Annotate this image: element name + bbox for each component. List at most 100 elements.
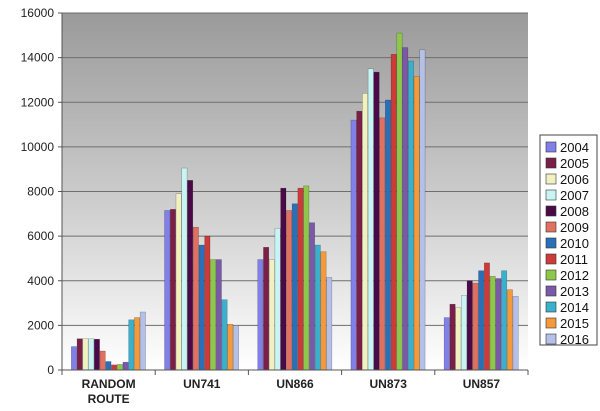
bar-2016-0 (139, 311, 146, 371)
legend-label: 2016 (560, 332, 589, 347)
y-tick-label: 8000 (27, 185, 54, 199)
legend-swatch (545, 157, 557, 169)
bar-2012-4 (489, 276, 496, 371)
bar-2008-0 (94, 338, 100, 371)
bar-2009-4 (472, 282, 479, 371)
bar-2015-2 (320, 251, 327, 371)
bar-2013-0 (122, 361, 129, 371)
legend-label: 2010 (560, 236, 589, 251)
bar-2013-3 (402, 47, 409, 371)
legend-swatch (545, 253, 557, 265)
x-category-label: ROUTE (88, 392, 130, 406)
bar-2010-4 (478, 270, 485, 371)
bar-2007-4 (461, 295, 467, 371)
legend-swatch (545, 221, 557, 233)
bar-2009-3 (379, 117, 386, 371)
legend-label: 2006 (560, 172, 589, 187)
legend-swatch (545, 173, 557, 185)
bar-2011-1 (204, 235, 211, 371)
legend-label: 2009 (560, 220, 589, 235)
bar-2014-4 (501, 270, 508, 371)
bar-2007-0 (88, 338, 95, 371)
bar-2011-3 (390, 54, 397, 371)
legend-swatch (545, 205, 557, 217)
bar-2011-2 (297, 187, 304, 371)
bar-2005-1 (170, 209, 176, 371)
legend-label: 2004 (560, 140, 589, 155)
bar-2005-0 (76, 338, 83, 371)
bar-2010-2 (291, 203, 298, 371)
bar-2013-1 (215, 259, 222, 371)
legend-label: 2005 (560, 156, 589, 171)
legend-swatch (545, 301, 557, 313)
bar-2015-4 (506, 289, 513, 371)
y-tick-label: 10000 (21, 140, 55, 154)
bar-2005-2 (263, 247, 270, 371)
y-tick-label: 16000 (21, 6, 55, 20)
y-tick-label: 14000 (21, 51, 55, 65)
bar-2012-3 (396, 32, 403, 371)
legend-swatch (545, 141, 557, 153)
legend-label: 2014 (560, 300, 589, 315)
legend-label: 2011 (560, 252, 588, 267)
bar-2015-1 (227, 324, 234, 371)
bar-2014-0 (128, 319, 135, 371)
bar-2007-3 (367, 68, 374, 371)
bar-2014-3 (408, 60, 414, 371)
bar-2016-3 (419, 49, 426, 371)
legend-label: 2015 (560, 316, 589, 331)
bar-2006-0 (82, 338, 89, 371)
legend-label: 2008 (560, 204, 589, 219)
legend-swatch (545, 269, 557, 281)
x-category-label: UN866 (276, 377, 314, 391)
bar-2013-2 (309, 222, 315, 371)
x-category-label: UN873 (370, 377, 408, 391)
bar-2008-3 (373, 71, 380, 371)
bar-2012-0 (116, 364, 123, 371)
legend-swatch (545, 285, 557, 297)
bar-2006-2 (268, 259, 275, 371)
bar-2006-1 (175, 193, 182, 371)
legend-label: 2012 (560, 268, 589, 283)
bar-2012-2 (303, 185, 310, 371)
bar-2004-0 (71, 346, 77, 371)
x-category-label: UN741 (183, 377, 221, 391)
bar-2014-1 (221, 299, 228, 371)
bar-2005-4 (449, 303, 456, 371)
bar-2016-4 (512, 296, 519, 371)
bar-2009-0 (99, 350, 106, 371)
y-tick-label: 4000 (27, 274, 54, 288)
bars (71, 32, 519, 371)
bar-2004-4 (443, 317, 450, 371)
bar-2011-4 (484, 262, 490, 371)
bar-2004-1 (164, 210, 171, 371)
y-tick-label: 2000 (27, 318, 54, 332)
x-category-label: RANDOM (82, 377, 136, 391)
x-category-label: UN857 (463, 377, 501, 391)
bar-2012-1 (210, 259, 216, 371)
bar-2004-2 (257, 259, 264, 371)
y-tick-label: 6000 (27, 229, 54, 243)
legend-label: 2013 (560, 284, 589, 299)
legend-swatch (545, 189, 557, 201)
legend-swatch (545, 317, 557, 329)
bar-2006-3 (362, 93, 368, 371)
bar-2008-4 (466, 280, 473, 371)
bar-2008-1 (187, 180, 194, 371)
bar-2015-3 (413, 76, 420, 371)
bar-2015-0 (134, 317, 141, 371)
bar-2013-4 (495, 278, 502, 371)
bar-2006-4 (455, 307, 462, 371)
bar-2011-0 (111, 364, 118, 371)
bar-2010-3 (385, 99, 391, 371)
legend: 2004200520062007200820092010201120122013… (539, 134, 598, 347)
bar-2004-3 (350, 119, 357, 371)
bar-2005-3 (356, 110, 363, 371)
y-axis: 0 2000 4000 6000 8000 10000 12000 14000 16000 (21, 6, 63, 377)
legend-label: 2007 (560, 188, 589, 203)
y-tick-label: 0 (47, 363, 54, 377)
bar-2009-1 (192, 226, 199, 371)
bar-2010-1 (198, 244, 205, 371)
